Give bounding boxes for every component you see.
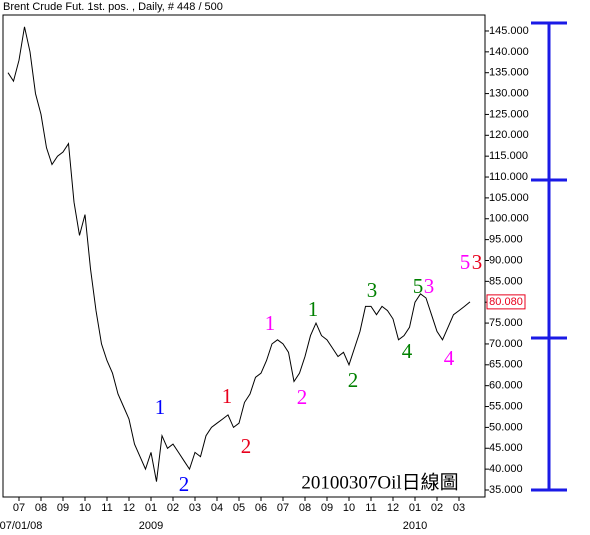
x-tick-label: 02 [431,502,443,514]
x-tick-label: 07 [277,502,289,514]
wave-label: 2 [297,385,308,409]
y-tick-label: 65.000 [489,359,523,371]
last-price-box [486,294,526,310]
y-tick-label: 90.000 [489,254,523,266]
y-tick-label: 40.000 [489,463,523,475]
watermark: 20100307Oil日線圖 [301,471,458,493]
y-tick-label: 50.000 [489,421,523,433]
wave-label: 3 [472,250,483,274]
y-tick-label: 100.000 [489,213,529,225]
y-tick-label: 60.000 [489,380,523,392]
x-tick-label: 02 [167,502,179,514]
wave-label: 1 [308,297,319,321]
x-year-label: 2010 [403,520,427,532]
y-tick-label: 70.000 [489,338,523,350]
y-tick-label: 35.000 [489,484,523,496]
x-tick-label: 04 [211,502,223,514]
x-tick-label: 11 [101,502,112,514]
x-tick-label: 05 [233,502,245,514]
wave-label: 5 [413,274,424,298]
x-tick-label: 10 [79,502,91,514]
y-tick-label: 75.000 [489,317,523,329]
wave-label: 3 [367,278,378,302]
x-tick-label: 03 [453,502,465,514]
x-tick-label: 12 [387,502,399,514]
y-tick-label: 130.000 [489,87,529,99]
x-tick-label: 12 [123,502,135,514]
x-tick-label: 10 [343,502,355,514]
y-tick-label: 105.000 [489,192,529,204]
x-tick-label: 08 [299,502,311,514]
y-tick-label: 85.000 [489,275,523,287]
y-tick-label: 95.000 [489,234,523,246]
wave-label: 3 [424,274,435,298]
y-tick-label: 55.000 [489,400,523,412]
y-tick-label: 135.000 [489,67,529,79]
x-year-label: 07/01/08 [0,520,42,532]
wave-label: 1 [265,311,276,335]
x-year-label: 2009 [139,520,163,532]
y-tick-label: 145.000 [489,25,529,37]
chart-title: Brent Crude Fut. 1st. pos. , Daily, # 44… [3,1,223,13]
wave-label: 2 [241,434,252,458]
wave-label: 4 [402,339,413,363]
x-tick-label: 07 [13,502,25,514]
x-tick-label: 11 [365,502,376,514]
y-tick-label: 45.000 [489,442,523,454]
y-tick-label: 115.000 [489,150,528,162]
last-price-label: 80.080 [489,296,523,308]
y-tick-label: 140.000 [489,46,529,58]
wave-label: 5 [460,250,471,274]
wave-label: 1 [222,384,233,408]
x-tick-label: 09 [321,502,333,514]
y-tick-label: 110.000 [489,171,528,183]
x-tick-label: 01 [409,502,421,514]
range-scale [531,21,567,492]
x-tick-label: 08 [35,502,47,514]
wave-label: 2 [348,368,359,392]
x-tick-label: 06 [255,502,267,514]
wave-label: 2 [179,472,190,496]
plot-frame [2,14,486,498]
wave-label: 4 [444,346,455,370]
wave-label: 1 [155,395,166,419]
x-tick-label: 01 [145,502,157,514]
price-line [7,26,471,482]
y-tick-label: 125.000 [489,108,529,120]
y-tick-label: 120.000 [489,129,529,141]
x-tick-label: 03 [189,502,201,514]
x-tick-label: 09 [57,502,69,514]
